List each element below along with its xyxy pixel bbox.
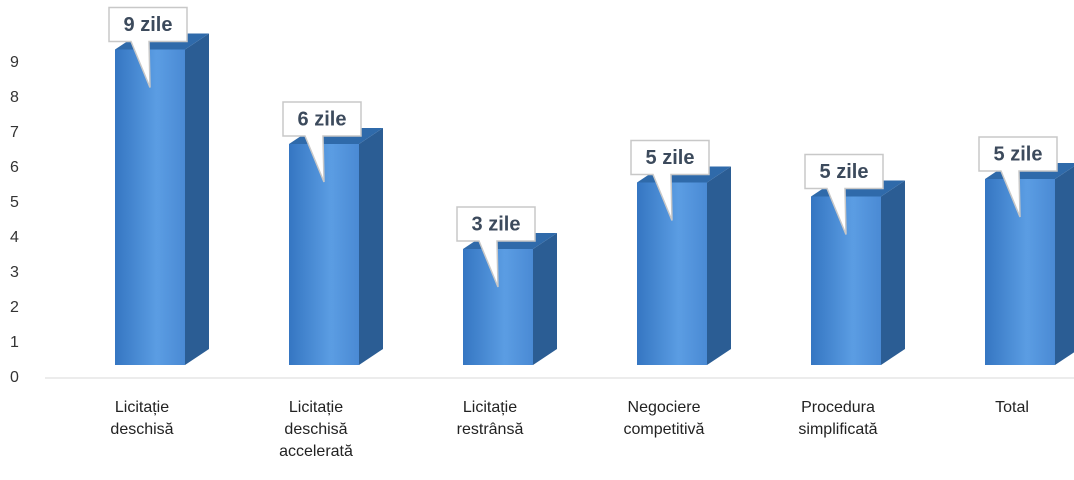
x-tick-label: Procedura simplificată [798,399,878,438]
y-tick-label: 5 [10,194,19,211]
x-tick-label: Licitație deschisă accelerată [279,399,353,460]
y-tick-label: 3 [10,264,19,281]
bar-side [185,33,209,365]
bar [463,233,557,365]
y-tick-label: 6 [10,159,19,176]
value-label: 3 zile [472,213,521,235]
bar [637,166,731,365]
x-tick-label: Licitație restrânsă [456,399,524,438]
bar [115,33,209,365]
bar-side [533,233,557,365]
bar-side [707,166,731,365]
bar [985,163,1074,365]
y-tick-label: 8 [10,89,19,106]
bar-front [115,49,185,365]
callout [108,6,188,88]
x-tick-label: Total [995,399,1029,416]
callout [804,153,884,235]
y-tick-label: 0 [10,369,19,386]
bar-side [881,180,905,365]
callout [282,101,362,183]
x-tick-label: Negociere competitivă [623,399,705,438]
value-label: 5 zile [646,147,695,169]
bar-side [1055,166,1074,365]
y-tick-label: 2 [10,299,19,316]
value-label: 9 zile [124,14,173,36]
y-tick-label: 9 [10,54,19,71]
callout [978,136,1058,218]
value-label: 6 zile [298,108,347,130]
bar-side [359,128,383,365]
callout [456,206,536,288]
bar [289,128,383,365]
value-label: 5 zile [820,161,869,183]
x-tick-label: Licitație deschisă [110,399,174,438]
bar [811,180,905,365]
callout [630,139,710,221]
y-tick-label: 4 [10,229,19,246]
y-tick-label: 1 [10,334,19,351]
y-tick-label: 7 [10,124,19,141]
value-label: 5 zile [994,143,1043,165]
